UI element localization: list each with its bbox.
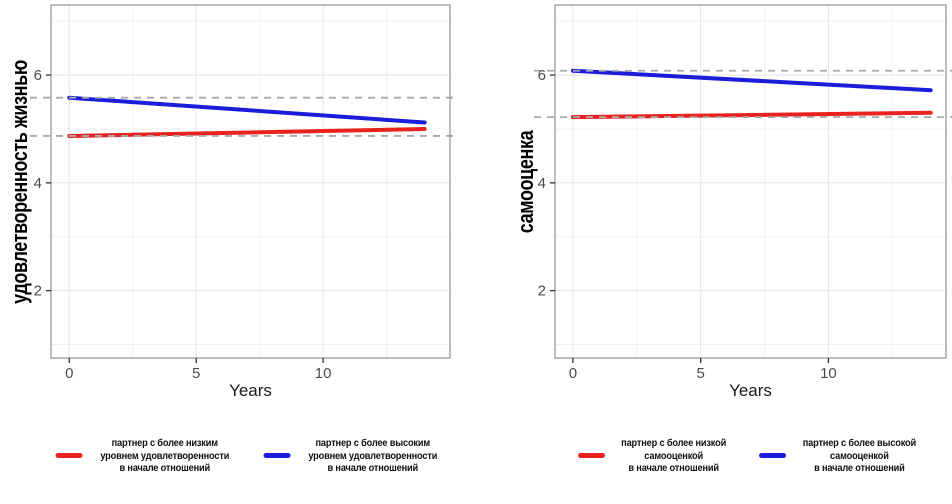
x-axis-title: Years (229, 381, 272, 400)
legend-swatch (758, 453, 786, 459)
x-tick-label: 0 (65, 365, 73, 382)
series-line-red (570, 110, 933, 120)
plot-panel: 2 4 6 0 5 10 (534, 4, 952, 382)
series-line-red (67, 127, 427, 138)
series-line-blue (67, 95, 427, 125)
y-axis-title: самооценка (513, 130, 538, 233)
legend-label: партнер с более высоким уровнем удовлетво… (308, 437, 438, 474)
plot-panel: 2 4 6 0 5 10 (30, 4, 458, 382)
panel-border (50, 4, 451, 359)
y-tick-label: 2 (538, 283, 546, 300)
legend: партнер с более низкой самооценкой в начал… (577, 437, 924, 475)
x-tick-label: 10 (820, 365, 837, 382)
chart-life-satisfaction: 2 4 6 0 5 10 удовлетворенность жизнью Years п… (7, 4, 458, 475)
y-tick-label: 2 (34, 283, 42, 300)
legend-label: партнер с более высокой самооценкой в нача… (802, 437, 916, 474)
legend-label: партнер с более низким уровнем удовлетвор… (99, 437, 229, 474)
y-tick-label: 6 (34, 67, 42, 84)
legend-entry: партнер с более высокой самооценкой в нача… (758, 437, 924, 475)
legend: партнер с более низким уровнем удовлетвор… (55, 437, 446, 475)
legend-swatch (263, 453, 291, 459)
panel-border (554, 4, 947, 359)
y-tick-label: 4 (538, 175, 546, 192)
y-axis-title: удовлетворенность жизнью (7, 59, 32, 304)
series-line-blue (570, 68, 933, 93)
x-axis-title: Years (729, 381, 772, 400)
legend-entry: партнер с более низким уровнем удовлетвор… (55, 437, 237, 475)
x-tick-label: 5 (696, 365, 704, 382)
x-tick-label: 10 (315, 365, 332, 382)
chart-self-esteem: 2 4 6 0 5 10 самооценка Years партнер с более… (504, 0, 952, 504)
legend-entry: партнер с более низкой самооценкой в начал… (577, 437, 733, 475)
legend-swatch (577, 453, 605, 459)
legend-swatch (55, 453, 83, 459)
x-tick-label: 5 (192, 365, 200, 382)
legend-entry: партнер с более высоким уровнем удовлетво… (263, 437, 446, 475)
legend-label: партнер с более низкой самооценкой в начал… (620, 437, 726, 474)
y-tick-label: 4 (34, 175, 42, 192)
y-tick-label: 6 (538, 67, 546, 84)
x-tick-label: 0 (569, 365, 577, 382)
